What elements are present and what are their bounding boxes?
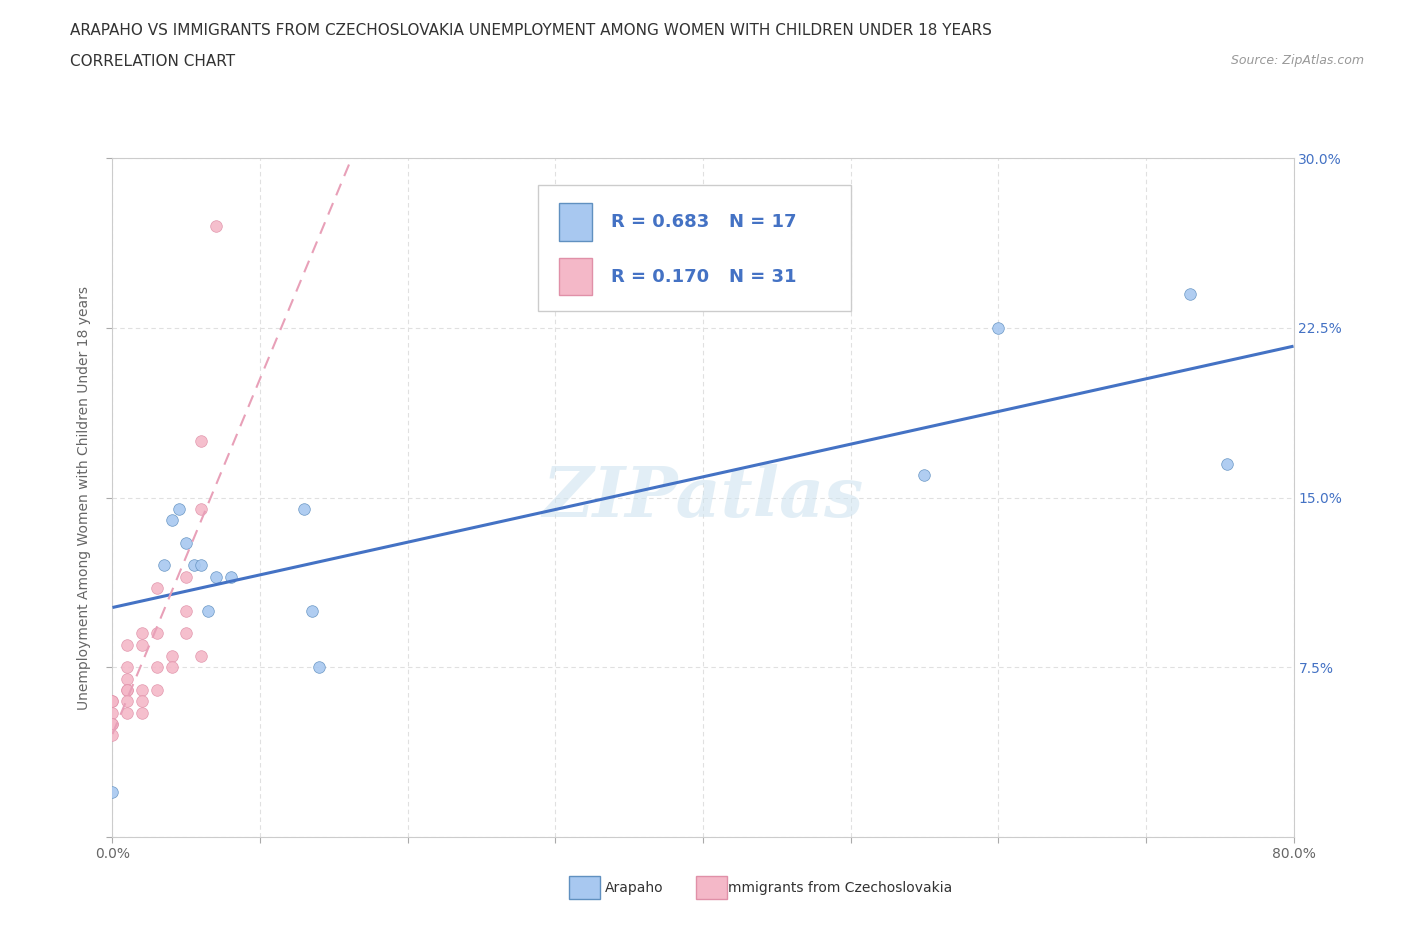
Point <box>117 683 138 698</box>
Bar <box>560 258 592 295</box>
Point <box>160 512 183 527</box>
Point <box>160 648 183 663</box>
Point <box>167 501 190 516</box>
Point <box>301 604 323 618</box>
Point <box>117 683 138 698</box>
Point <box>1178 286 1201 301</box>
Point <box>146 580 169 595</box>
Point <box>914 468 936 483</box>
Text: N = 17: N = 17 <box>728 213 796 231</box>
Point <box>101 694 124 709</box>
Point <box>190 501 212 516</box>
Point <box>146 683 169 698</box>
Text: N = 31: N = 31 <box>728 268 796 286</box>
Text: Source: ZipAtlas.com: Source: ZipAtlas.com <box>1230 54 1364 67</box>
Point <box>101 716 124 731</box>
Point <box>174 626 197 641</box>
Point <box>117 705 138 720</box>
Point <box>174 569 197 584</box>
Y-axis label: Unemployment Among Women with Children Under 18 years: Unemployment Among Women with Children U… <box>77 286 91 710</box>
Bar <box>696 876 727 899</box>
Point <box>987 320 1010 335</box>
Point <box>174 536 197 551</box>
Point <box>308 660 330 675</box>
Point <box>131 694 153 709</box>
Point <box>153 558 176 573</box>
Bar <box>560 204 592 241</box>
Point <box>146 626 169 641</box>
Point <box>101 727 124 742</box>
Point <box>205 219 228 233</box>
Text: ZIPatlas: ZIPatlas <box>543 464 863 531</box>
Point <box>219 569 242 584</box>
Point <box>117 671 138 686</box>
Point <box>131 626 153 641</box>
Point <box>101 784 124 799</box>
Point <box>205 569 228 584</box>
Point <box>1216 457 1239 472</box>
Point <box>183 558 205 573</box>
Point <box>131 683 153 698</box>
Text: Arapaho: Arapaho <box>605 881 664 896</box>
Text: Immigrants from Czechoslovakia: Immigrants from Czechoslovakia <box>724 881 952 896</box>
Point <box>160 660 183 675</box>
Point <box>101 705 124 720</box>
Point <box>101 716 124 731</box>
Text: R = 0.683: R = 0.683 <box>610 213 709 231</box>
Point <box>190 648 212 663</box>
Point <box>174 604 197 618</box>
Point <box>292 501 315 516</box>
Point <box>131 705 153 720</box>
Point <box>197 604 219 618</box>
Point <box>131 637 153 652</box>
Text: ARAPAHO VS IMMIGRANTS FROM CZECHOSLOVAKIA UNEMPLOYMENT AMONG WOMEN WITH CHILDREN: ARAPAHO VS IMMIGRANTS FROM CZECHOSLOVAKI… <box>70 23 993 38</box>
Point <box>146 660 169 675</box>
FancyBboxPatch shape <box>537 185 851 311</box>
Point <box>101 694 124 709</box>
Point <box>117 637 138 652</box>
Text: CORRELATION CHART: CORRELATION CHART <box>70 54 235 69</box>
Point <box>190 433 212 448</box>
Bar <box>569 876 600 899</box>
Point <box>117 660 138 675</box>
Point <box>117 694 138 709</box>
Point <box>190 558 212 573</box>
Text: R = 0.170: R = 0.170 <box>610 268 709 286</box>
